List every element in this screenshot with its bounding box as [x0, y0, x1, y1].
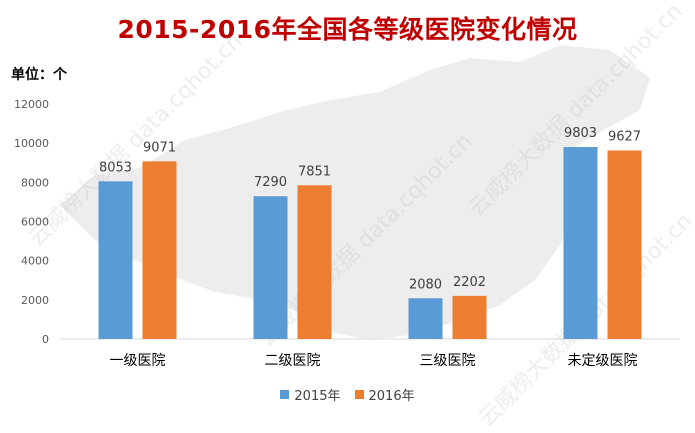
legend: 2015年 2016年 [0, 385, 695, 404]
chart-title: 2015-2016年全国各等级医院变化情况 [117, 15, 578, 44]
bar-2015 [563, 147, 598, 339]
data-label: 7290 [254, 175, 287, 190]
bar-2016 [297, 185, 332, 339]
bar-2016 [607, 150, 642, 339]
plot-area: 0 2000 4000 6000 8000 10000 12000 8053 9071 一级医院 7… [14, 98, 680, 369]
legend-item-2015: 2015年 [280, 385, 341, 404]
data-label: 8053 [99, 160, 132, 175]
bar-2015 [253, 196, 288, 339]
legend-swatch-2016 [354, 390, 364, 399]
map-silhouette [60, 45, 650, 340]
data-label: 9071 [143, 140, 176, 155]
bar-2016 [452, 295, 487, 339]
data-label: 2202 [453, 275, 486, 290]
data-label: 9803 [564, 126, 597, 141]
data-label: 2080 [409, 277, 442, 292]
y-tick-label: 8000 [21, 176, 49, 189]
x-category-label: 二级医院 [265, 353, 321, 369]
y-tick-label: 0 [42, 333, 49, 346]
bar-2015 [98, 181, 133, 339]
legend-item-2016: 2016年 [354, 385, 415, 404]
y-tick-label: 10000 [14, 137, 49, 150]
y-tick-label: 2000 [21, 294, 49, 307]
x-category-label: 一级医院 [110, 353, 166, 369]
x-category-label: 三级医院 [420, 353, 476, 369]
y-tick-label: 4000 [21, 255, 49, 268]
data-label: 7851 [298, 164, 331, 179]
y-tick-label: 12000 [14, 98, 49, 111]
china-map-background [60, 45, 650, 340]
legend-swatch-2015 [280, 390, 290, 399]
bar-2015 [408, 298, 443, 339]
data-label: 9627 [608, 129, 641, 144]
y-tick-label: 6000 [21, 216, 49, 229]
bar-2016 [142, 161, 177, 339]
unit-label: 单位：个 [11, 67, 67, 83]
legend-label-2015: 2015年 [294, 389, 341, 404]
legend-label-2016: 2016年 [368, 389, 415, 404]
x-category-label: 未定级医院 [568, 353, 638, 369]
